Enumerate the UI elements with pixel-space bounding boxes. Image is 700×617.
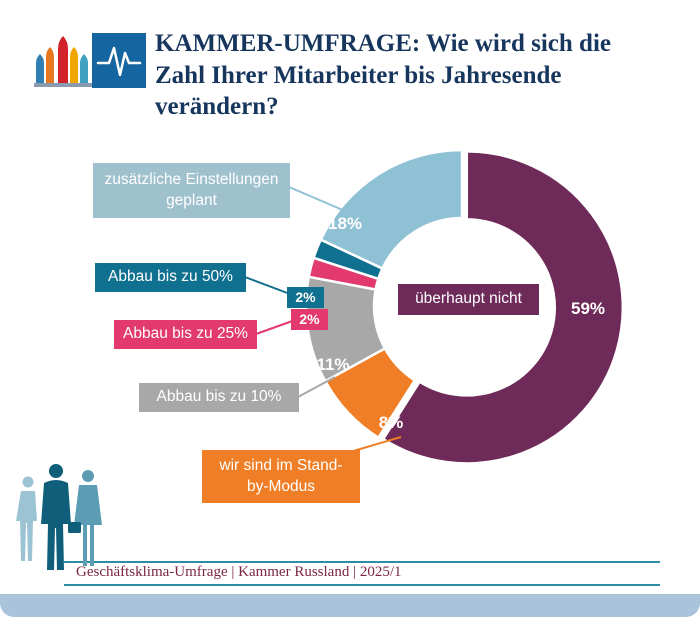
donut-segment-4 — [312, 237, 385, 281]
label-abbau-bis-10: Abbau bis zu 10% — [139, 383, 299, 412]
label-ueberhaupt-nicht: überhaupt nicht — [398, 284, 539, 315]
bottom-accent-bar — [0, 594, 700, 617]
person-silhouette-man — [41, 464, 81, 570]
business-people-silhouette — [16, 464, 102, 570]
callout-line-abbau-10 — [297, 376, 336, 398]
logo — [34, 33, 146, 88]
segment-value-standby: 8% — [378, 413, 404, 432]
segment-value-abbau-10: 11% — [316, 355, 350, 374]
cathedral-logo-icon — [34, 33, 92, 88]
segment-value-abbau-50: 2% — [287, 287, 324, 308]
footer-rule-bottom — [64, 584, 660, 586]
pulse-logo — [92, 33, 146, 88]
label-standby-modus: wir sind im Stand-by-Modus — [202, 450, 360, 503]
pulse-line-icon — [96, 46, 142, 77]
segment-value-zusaetzliche: 18% — [327, 214, 363, 233]
person-silhouette-woman — [74, 470, 102, 566]
label-zusaetzliche-einstellungen: zusätzliche Einstellungen geplant — [93, 163, 290, 218]
donut-segment-3 — [307, 256, 380, 291]
page-title: KAMMER-UMFRAGE: Wie wird sich die Zahl I… — [155, 28, 675, 123]
footer-rule-top — [64, 561, 660, 563]
person-silhouette-back — [16, 476, 37, 561]
label-abbau-bis-50: Abbau bis zu 50% — [95, 263, 246, 292]
donut-segment-5 — [319, 148, 464, 271]
label-abbau-bis-25: Abbau bis zu 25% — [114, 320, 257, 349]
title-line-2: Zahl Ihrer Mitarbeiter bis Jahresende — [155, 61, 562, 89]
footer-caption: Geschäftsklima-Umfrage | Kammer Russland… — [76, 564, 402, 580]
title-line-3: verändern? — [155, 93, 279, 120]
segment-value-abbau-25: 2% — [291, 309, 328, 330]
callout-line-zusaetzliche — [288, 186, 346, 212]
segment-value-ueberhaupt-nicht: 59% — [570, 299, 606, 318]
title-line-1: KAMMER-UMFRAGE: Wie wird sich die — [155, 30, 611, 57]
